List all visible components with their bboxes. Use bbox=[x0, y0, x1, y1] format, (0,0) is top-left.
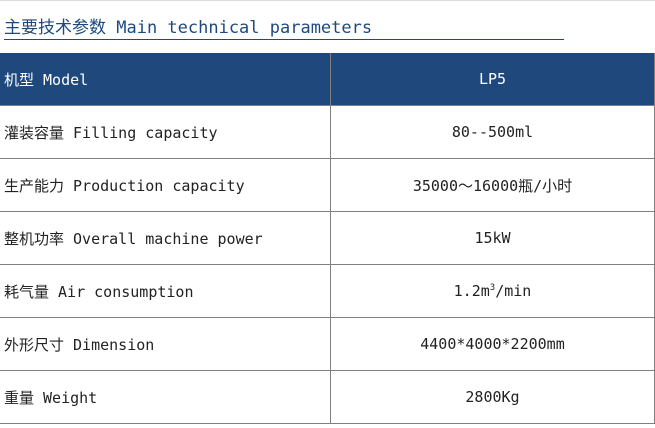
value-unit: /min bbox=[495, 282, 532, 300]
table-row: 重量 Weight 2800Kg bbox=[0, 370, 655, 424]
param-label: 外形尺寸 Dimension bbox=[0, 317, 331, 371]
parameters-table: 机型 Model LP5 灌装容量 Filling capacity 80--500… bbox=[0, 53, 655, 424]
param-label: 生产能力 Production capacity bbox=[0, 158, 331, 212]
param-value: 15kW bbox=[330, 211, 655, 265]
param-label: 灌装容量 Filling capacity bbox=[0, 105, 331, 159]
param-value: 4400*4000*2200mm bbox=[330, 317, 655, 371]
table-row: 外形尺寸 Dimension 4400*4000*2200mm bbox=[0, 317, 655, 371]
page-title: 主要技术参数 Main technical parameters bbox=[4, 18, 564, 40]
param-label: 整机功率 Overall machine power bbox=[0, 211, 331, 265]
table-header-row: 机型 Model LP5 bbox=[0, 53, 655, 106]
table-row: 耗气量 Air consumption 1.2m3/min bbox=[0, 264, 655, 318]
param-value: 2800Kg bbox=[330, 370, 655, 424]
value-base: 1.2m bbox=[453, 282, 490, 300]
param-value: 80--500ml bbox=[330, 105, 655, 159]
value-exponent: 3 bbox=[489, 283, 496, 293]
param-value: 1.2m3/min bbox=[330, 264, 655, 318]
table-row: 生产能力 Production capacity 35000～16000瓶/小时 bbox=[0, 158, 655, 212]
table-row: 灌装容量 Filling capacity 80--500ml bbox=[0, 105, 655, 159]
param-label: 耗气量 Air consumption bbox=[0, 264, 331, 318]
param-value: LP5 bbox=[330, 53, 655, 106]
table-row: 整机功率 Overall machine power 15kW bbox=[0, 211, 655, 265]
top-border bbox=[0, 0, 655, 1]
param-label: 重量 Weight bbox=[0, 370, 331, 424]
param-label: 机型 Model bbox=[0, 53, 331, 106]
param-value: 35000～16000瓶/小时 bbox=[330, 158, 655, 212]
